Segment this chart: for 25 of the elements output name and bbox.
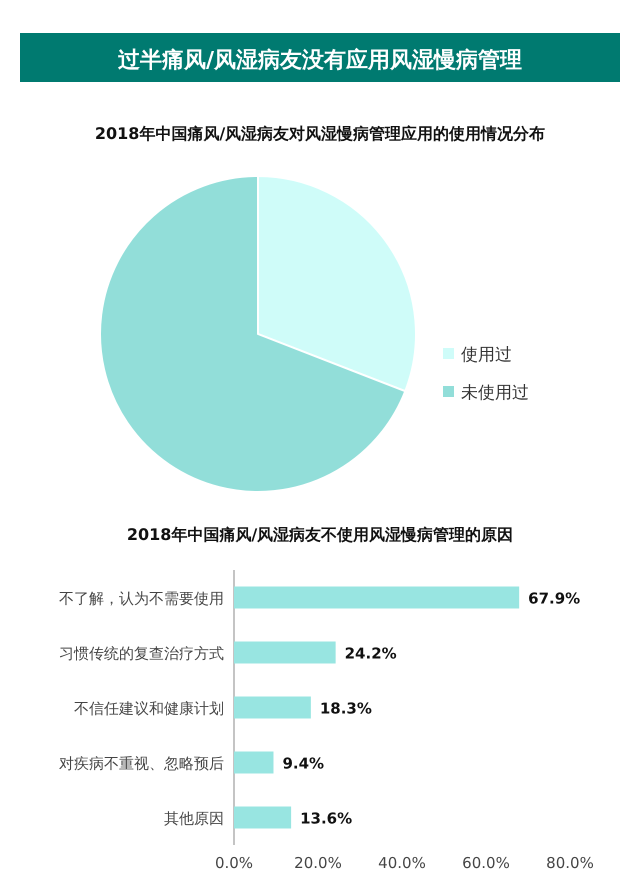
x-tick-label: 60.0%	[462, 854, 510, 872]
y-tick-label: 其他原因	[164, 810, 224, 828]
data-label: 9.4%	[282, 754, 324, 772]
bar	[234, 586, 520, 608]
y-tick-label: 不了解，认为不需要使用	[59, 590, 224, 608]
y-tick-label: 不信任建议和健康计划	[74, 700, 224, 718]
legend-label: 未使用过	[461, 383, 529, 403]
y-tick-label: 对疾病不重视、忽略预后	[59, 754, 224, 772]
x-tick-label: 80.0%	[546, 854, 594, 872]
data-label: 13.6%	[300, 810, 352, 828]
x-tick-label: 0.0%	[214, 854, 254, 872]
bar	[234, 806, 292, 828]
chart-subtitle: 2018年中国痛风/风湿病友对风湿慢病管理应用的使用情况分布	[94, 124, 546, 143]
bar	[234, 642, 336, 664]
data-label: 24.2%	[344, 644, 397, 662]
bar	[234, 752, 274, 774]
legend-label: 使用过	[461, 345, 512, 365]
data-label: 67.9%	[528, 590, 580, 608]
x-tick-label: 40.0%	[378, 854, 426, 872]
chart-title: 过半痛风/风湿病友没有应用风湿慢病管理	[116, 47, 522, 73]
bar	[234, 696, 311, 718]
x-tick-label: 20.0%	[294, 854, 342, 872]
y-tick-label: 习惯传统的复查治疗方式	[59, 644, 224, 662]
chart-title: 2018年中国痛风/风湿病友不使用风湿慢病管理的原因	[126, 525, 514, 544]
data-label: 18.3%	[320, 700, 372, 718]
